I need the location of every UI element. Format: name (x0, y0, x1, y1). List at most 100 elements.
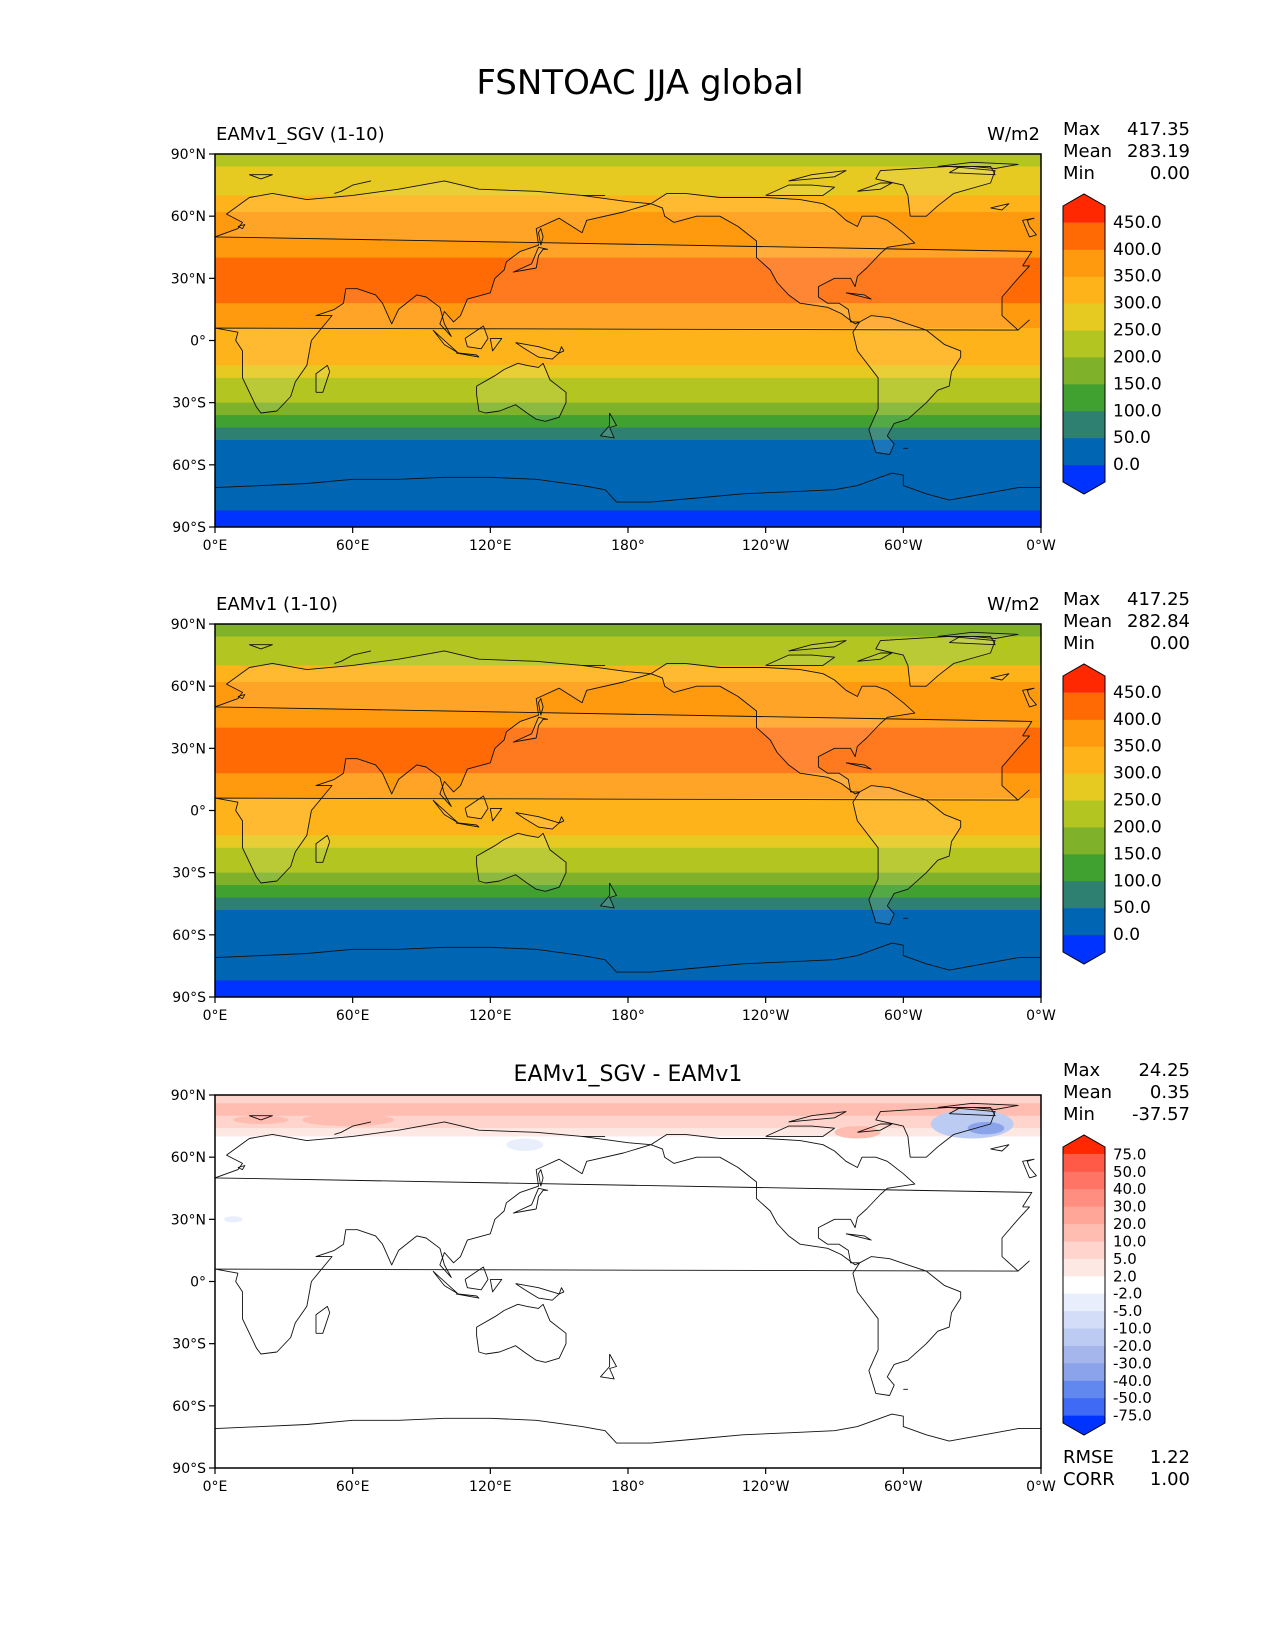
land-shade (490, 808, 502, 821)
zonal-band (215, 636, 1041, 667)
stat-min-value: -37.57 (1132, 1104, 1190, 1125)
stat-max-value: 24.25 (1138, 1060, 1190, 1081)
colorbar-tick-label: -40.0 (1113, 1372, 1152, 1390)
colorbar-outline (1062, 193, 1106, 495)
panel-reference: EAMv1 (1-10) W/m2 90°N 60°N 30°N 0° 30°S 60°S… (171, 589, 1190, 1024)
stat-corr-value: 1.00 (1150, 1469, 1190, 1490)
colorbar-segment (1063, 1311, 1105, 1330)
zonal-band (215, 909, 1041, 923)
colorbar-segment (1063, 1154, 1105, 1173)
stat-min-label: Min (1063, 163, 1095, 184)
y-tick-label: 90°N (171, 1088, 206, 1104)
colorbar-tick-label: 20.0 (1113, 1215, 1146, 1233)
land-shading-reference (215, 632, 1037, 925)
land-shade (949, 166, 996, 175)
colorbar-segment (1063, 881, 1105, 909)
anomaly-patch (967, 1121, 1005, 1135)
colorbar-tick-label: -20.0 (1113, 1337, 1152, 1355)
coastline (875, 1106, 996, 1158)
y-tick-label: 60°S (172, 1399, 206, 1415)
stat-mean-label: Mean (1063, 141, 1112, 162)
x-tick-label: 60°W (884, 1008, 923, 1024)
x-tick-label: 60°E (336, 1479, 370, 1495)
x-tick-label: 0°W (1026, 538, 1056, 554)
colorbar-segment (1063, 827, 1105, 855)
colorbar-tick-label: 400.0 (1113, 710, 1162, 730)
zonal-band (215, 402, 1041, 416)
coastline (1017, 319, 1030, 331)
coastline (512, 1187, 549, 1214)
y-tick-label: 30°N (171, 741, 206, 757)
coastline (315, 834, 331, 863)
coastline (558, 346, 565, 354)
coastline (1022, 217, 1037, 238)
coastline (515, 812, 560, 830)
coastline (948, 1106, 996, 1117)
coastline (845, 762, 872, 770)
coastline (852, 1256, 962, 1396)
coastline (600, 882, 617, 909)
coastline (875, 165, 996, 217)
zonal-band (215, 872, 1041, 886)
land-shade (1022, 688, 1037, 707)
colorbar-tick-label: 200.0 (1113, 347, 1162, 367)
figure-title: FSNTOAC JJA global (476, 63, 803, 103)
y-tick-label: 30°S (172, 396, 206, 412)
zonal-band (215, 897, 1041, 911)
coastline (845, 1233, 872, 1241)
coastline (875, 635, 996, 687)
anomaly-patch (302, 1113, 394, 1127)
coastline (515, 1283, 560, 1301)
coastline (334, 180, 372, 194)
land-shade (215, 650, 1032, 883)
land-shade (249, 644, 273, 649)
stat-min-value: 0.00 (1150, 163, 1190, 184)
colorbar-segment (1063, 1224, 1105, 1242)
x-tick-label: 180° (611, 1008, 645, 1024)
coastline (1017, 789, 1030, 801)
panel-difference: EAMv1_SGV - EAMv1 90°N 60°N 30°N 0° 30°S 60°S… (171, 1060, 1190, 1495)
colorbar-segment (1063, 1398, 1105, 1417)
stat-mean-label: Mean (1063, 1082, 1112, 1103)
zonal-band (215, 835, 1041, 849)
coastline (464, 795, 489, 820)
colorbar-tick-label: -2.0 (1113, 1285, 1142, 1303)
x-tick-label: 120°W (742, 538, 790, 554)
coastline (248, 1115, 273, 1121)
y-tick-label: 90°N (171, 147, 206, 163)
map-field-reference (215, 624, 1041, 997)
x-tick-label: 60°E (336, 538, 370, 554)
zonal-band (215, 860, 1041, 874)
land-shade (788, 170, 846, 181)
land-shade (465, 326, 488, 349)
y-tick-label: 60°N (171, 679, 206, 695)
coastline (237, 1165, 246, 1171)
x-tick-label: 0°W (1026, 1008, 1056, 1024)
colorbar-segment (1063, 1293, 1105, 1312)
coastline (248, 174, 273, 180)
zonal-band (215, 154, 1041, 168)
coastline (538, 228, 544, 246)
land-shade (650, 663, 915, 794)
colorbar-test: 450.0 400.0 350.0 300.0 250.0 200.0 150.0 100.0… (1062, 193, 1162, 495)
x-tick-label: 120°E (469, 538, 512, 554)
coastline (248, 644, 273, 650)
zonal-band (215, 390, 1041, 404)
coastline (315, 1305, 331, 1334)
land-shade (249, 174, 273, 179)
coastline (857, 182, 893, 192)
colorbar-tick-label: 40.0 (1113, 1180, 1146, 1198)
coastline (489, 1278, 503, 1293)
coastlines-test (215, 161, 1041, 503)
colorbar-tick-label: -50.0 (1113, 1389, 1152, 1407)
zonal-band (215, 665, 1041, 683)
coastline (455, 822, 480, 828)
error-stats-difference: RMSE 1.22 CORR 1.00 (1063, 1447, 1190, 1490)
zonal-band (215, 706, 1041, 729)
y-tick-label: 30°N (171, 1212, 206, 1228)
y-tick-label: 90°S (172, 990, 206, 1006)
colorbar-segment (1063, 746, 1105, 775)
colorbar-segment (1063, 249, 1105, 278)
y-tick-label: 0° (190, 1275, 206, 1291)
colorbar-tick-label: 200.0 (1113, 817, 1162, 837)
